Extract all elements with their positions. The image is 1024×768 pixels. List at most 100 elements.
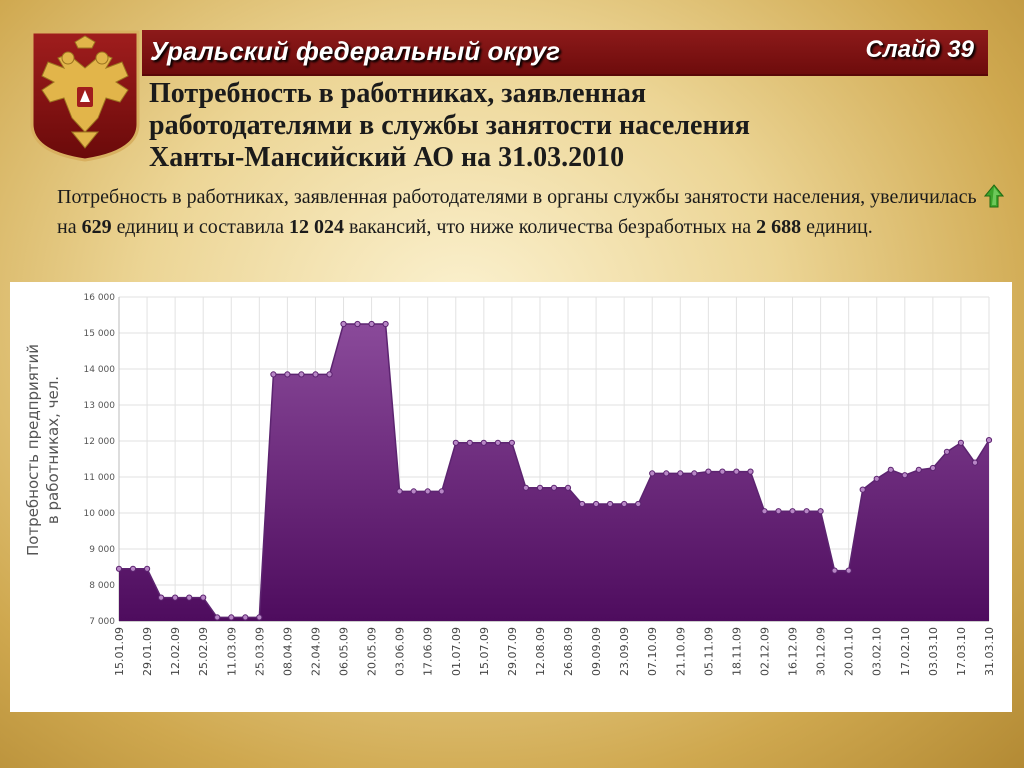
x-tick-label: 15.07.09 xyxy=(478,627,491,676)
data-point xyxy=(396,488,403,495)
data-point xyxy=(733,468,740,475)
data-point xyxy=(957,439,965,446)
data-point xyxy=(929,464,937,472)
data-point xyxy=(270,371,277,378)
data-point xyxy=(859,486,866,493)
x-tick-label: 08.04.09 xyxy=(281,627,294,676)
x-tick-label: 20.05.09 xyxy=(366,627,379,676)
title-line-2: работодателями в службы занятости населе… xyxy=(149,110,750,141)
data-point xyxy=(312,371,319,378)
data-point xyxy=(845,567,852,574)
data-point xyxy=(326,371,333,378)
x-tick-label: 09.09.09 xyxy=(590,627,603,676)
y-axis-label: Потребность предприятий в работниках, че… xyxy=(24,344,62,556)
y-tick-label: 11 000 xyxy=(84,473,116,483)
y-axis-ticks: 7 000 8 000 9 000 10 000 11 000 12 000 13 000 1… xyxy=(84,293,116,627)
region-title: Уральский федеральный округ xyxy=(150,36,561,66)
data-point xyxy=(480,439,487,446)
data-point xyxy=(228,614,235,621)
x-tick-label: 17.06.09 xyxy=(422,627,435,676)
x-tick-label: 20.01.10 xyxy=(843,627,856,676)
data-point xyxy=(115,565,123,572)
data-point xyxy=(284,371,291,378)
vacancy-chart: 7 000 8 000 9 000 10 000 11 000 12 000 13 000 1… xyxy=(24,293,996,676)
x-tick-label: 03.06.09 xyxy=(394,627,407,676)
coat-of-arms-icon xyxy=(28,28,142,162)
data-point xyxy=(186,594,193,601)
data-point xyxy=(985,437,993,444)
data-point xyxy=(214,614,221,621)
data-point xyxy=(803,508,810,515)
data-point xyxy=(340,320,347,328)
summary-text-5: единиц. xyxy=(806,216,873,238)
x-tick-label: 07.10.09 xyxy=(646,627,659,676)
x-tick-label: 03.02.10 xyxy=(871,627,884,676)
data-point xyxy=(663,470,670,477)
x-tick-label: 18.11.09 xyxy=(730,627,743,676)
data-point xyxy=(621,500,628,508)
data-point xyxy=(466,439,473,446)
x-tick-label: 02.12.09 xyxy=(758,627,771,676)
data-point xyxy=(242,614,249,621)
series-area xyxy=(119,324,989,621)
x-tick-label: 26.08.09 xyxy=(562,627,575,676)
y-tick-label: 9 000 xyxy=(89,545,115,555)
x-tick-label: 29.07.09 xyxy=(506,627,519,676)
data-point xyxy=(522,484,530,491)
x-tick-label: 12.08.09 xyxy=(534,627,547,676)
data-point xyxy=(144,565,151,572)
y-tick-label: 14 000 xyxy=(84,365,116,375)
data-point xyxy=(354,320,361,328)
data-point xyxy=(887,466,894,473)
x-tick-label: 31.03.10 xyxy=(983,627,996,676)
data-point xyxy=(761,508,768,515)
data-point xyxy=(649,470,656,477)
data-point xyxy=(873,475,880,482)
data-point xyxy=(579,500,586,508)
data-point xyxy=(129,565,137,572)
summary-text-3: единиц и составила xyxy=(116,216,285,238)
summary-paragraph: Потребность в работниках, заявленная раб… xyxy=(57,182,1007,242)
y-tick-label: 10 000 xyxy=(84,509,116,519)
x-tick-label: 03.03.10 xyxy=(927,627,940,676)
data-point xyxy=(789,508,796,515)
data-point xyxy=(508,439,515,446)
x-tick-label: 06.05.09 xyxy=(338,627,351,676)
total-value: 12 024 xyxy=(289,216,345,238)
data-point xyxy=(438,488,445,495)
data-point xyxy=(298,371,305,378)
data-point xyxy=(410,488,417,495)
summary-text-1: Потребность в работниках, заявленная раб… xyxy=(57,186,977,208)
data-point xyxy=(677,470,684,477)
data-point xyxy=(635,500,642,508)
x-tick-label: 16.12.09 xyxy=(787,627,800,676)
title-line-1: Потребность в работниках, заявленная xyxy=(149,78,647,109)
x-tick-label: 25.02.09 xyxy=(197,627,210,676)
data-point xyxy=(747,468,754,475)
data-point xyxy=(424,488,431,495)
x-tick-label: 01.07.09 xyxy=(450,627,463,676)
chart-panel: 7 000 8 000 9 000 10 000 11 000 12 000 13 000 1… xyxy=(10,282,1012,712)
increase-value: 629 xyxy=(81,216,112,238)
x-tick-label: 17.03.10 xyxy=(955,627,968,676)
data-point xyxy=(607,500,614,508)
x-tick-label: 21.10.09 xyxy=(674,627,687,676)
data-point xyxy=(200,594,207,601)
x-tick-label: 05.11.09 xyxy=(702,627,715,676)
y-axis-label-line-2: в работниках, чел. xyxy=(44,376,62,524)
y-tick-label: 8 000 xyxy=(89,581,115,591)
x-tick-label: 30.12.09 xyxy=(815,627,828,676)
data-point xyxy=(172,594,179,601)
x-tick-label: 23.09.09 xyxy=(618,627,631,676)
data-point xyxy=(831,567,838,574)
data-point xyxy=(550,484,558,491)
data-point xyxy=(915,466,922,473)
data-point xyxy=(494,439,501,446)
x-tick-label: 29.01.09 xyxy=(141,627,154,676)
slide-number: Слайд 39 xyxy=(865,36,974,63)
data-point xyxy=(901,472,908,479)
summary-text-4: вакансий, что ниже количества безработны… xyxy=(349,216,752,238)
data-point xyxy=(382,320,389,328)
x-tick-label: 22.04.09 xyxy=(309,627,322,676)
y-tick-label: 15 000 xyxy=(84,329,116,339)
